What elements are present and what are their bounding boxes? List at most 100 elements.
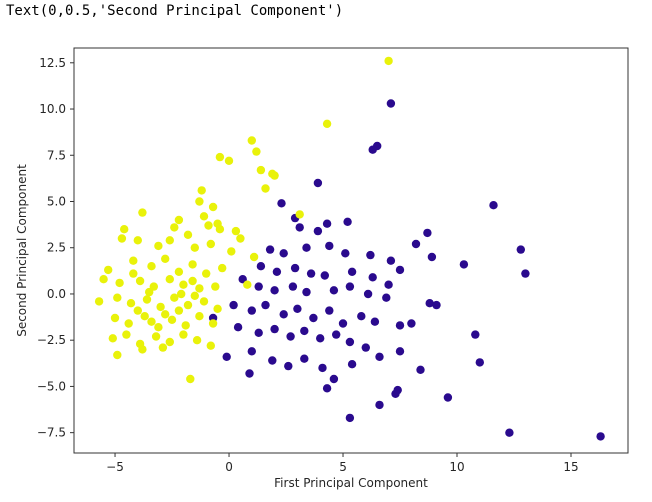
scatter-point <box>247 347 256 356</box>
scatter-point <box>199 297 209 306</box>
scatter-point <box>133 236 142 245</box>
scatter-point <box>425 299 434 308</box>
scatter-point <box>270 171 279 180</box>
scatter-point <box>238 275 247 284</box>
x-tick-label: 10 <box>449 460 464 474</box>
scatter-point <box>270 286 279 295</box>
x-axis-label: First Principal Component <box>274 476 428 490</box>
scatter-point <box>170 293 179 302</box>
scatter-point <box>227 247 236 256</box>
scatter-point <box>243 280 252 289</box>
scatter-point <box>505 428 514 437</box>
y-tick-label: 12.5 <box>39 56 66 70</box>
scatter-point <box>316 334 325 343</box>
scatter-point <box>432 300 441 310</box>
scatter-point <box>224 156 234 165</box>
scatter-point <box>147 317 156 326</box>
scatter-point <box>341 249 350 258</box>
scatter-point <box>197 186 206 195</box>
scatter-point <box>300 326 309 336</box>
scatter-point <box>156 302 165 312</box>
scatter-point <box>192 336 202 345</box>
y-tick-label: 0.0 <box>47 287 66 301</box>
scatter-point <box>145 287 154 297</box>
scatter-point <box>375 352 384 361</box>
scatter-point <box>115 278 124 288</box>
scatter-point <box>174 215 184 225</box>
scatter-point <box>332 330 341 339</box>
scatter-point <box>345 337 355 347</box>
scatter-point <box>122 330 131 339</box>
y-tick-label: −5.0 <box>37 379 66 393</box>
scatter-point <box>231 226 241 236</box>
scatter-point <box>222 352 231 361</box>
scatter-point <box>300 354 309 363</box>
scatter-point <box>188 260 197 269</box>
y-tick-label: −7.5 <box>37 426 66 440</box>
scatter-point <box>329 286 339 295</box>
scatter-point <box>313 178 323 188</box>
y-tick-label: 5.0 <box>47 194 66 208</box>
scatter-point <box>313 226 323 236</box>
scatter-point <box>113 293 122 302</box>
scatter-point <box>443 393 453 402</box>
scatter-point <box>165 275 174 284</box>
scatter-point <box>393 385 402 395</box>
scatter-point <box>104 265 113 275</box>
scatter-point <box>140 312 149 321</box>
scatter-point <box>357 312 366 321</box>
scatter-point <box>268 356 277 365</box>
scatter-point <box>361 343 370 352</box>
scatter-point <box>158 343 168 352</box>
scatter-point <box>120 225 129 234</box>
scatter-point <box>167 315 177 324</box>
scatter-point <box>347 360 357 369</box>
scatter-point <box>215 225 225 234</box>
scatter-point <box>211 282 220 291</box>
scatter-point <box>133 306 142 315</box>
scatter-point <box>94 297 104 306</box>
scatter-point <box>261 184 270 193</box>
axes-frame <box>73 47 629 454</box>
y-tick-label: 2.5 <box>47 241 66 255</box>
scatter-point <box>110 313 120 323</box>
scatter-point <box>195 197 204 206</box>
x-ticks: −5 0 5 10 15 <box>106 453 579 474</box>
scatter-point <box>165 337 174 347</box>
scatter-point <box>174 306 184 315</box>
x-tick-label: −5 <box>106 460 124 474</box>
scatter-point <box>407 319 416 328</box>
scatter-point <box>270 324 279 334</box>
y-tick-label: −2.5 <box>37 333 66 347</box>
x-tick-label: 0 <box>225 460 233 474</box>
scatter-point <box>416 365 425 374</box>
scatter-point <box>370 317 380 326</box>
scatter-point <box>343 217 352 226</box>
scatter-point <box>147 262 156 271</box>
scatter-point <box>325 306 334 315</box>
scatter-point <box>309 313 318 323</box>
scatter-point <box>179 280 188 289</box>
scatter-point <box>129 256 138 265</box>
scatter-point <box>290 263 300 273</box>
scatter-point <box>375 400 384 410</box>
scatter-point <box>306 269 316 278</box>
cell-output-text: Text(0,0.5,'Second Principal Component') <box>6 3 344 19</box>
scatter-point <box>249 252 259 262</box>
scatter-point <box>213 304 222 313</box>
scatter-point <box>149 282 158 291</box>
scatter-point <box>170 223 179 232</box>
scatter-point <box>386 256 396 265</box>
y-axis-label: Second Principal Component <box>15 164 29 337</box>
scatter-point <box>236 234 245 243</box>
scatter-point <box>363 289 373 299</box>
scatter-point <box>427 252 437 262</box>
scatter-point <box>179 330 188 339</box>
scatter-point <box>181 321 190 330</box>
scatter-point <box>318 363 327 373</box>
scatter-point <box>195 312 204 321</box>
scatter-point <box>208 319 218 328</box>
scatter-point <box>265 245 275 254</box>
scatter-point <box>247 306 256 315</box>
scatter-point <box>320 271 329 280</box>
